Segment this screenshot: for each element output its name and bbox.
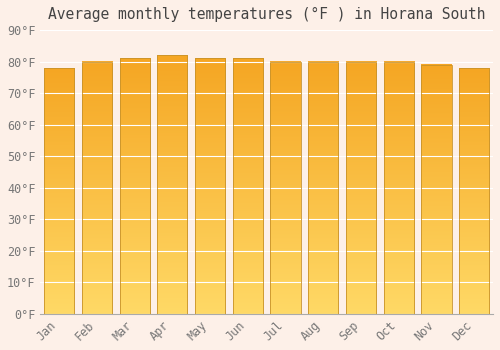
Title: Average monthly temperatures (°F ) in Horana South: Average monthly temperatures (°F ) in Ho…	[48, 7, 486, 22]
Bar	[44, 68, 74, 314]
Bar	[82, 62, 112, 314]
Bar	[384, 62, 414, 314]
Bar	[308, 62, 338, 314]
Bar	[270, 62, 300, 314]
Bar	[158, 55, 188, 314]
Bar	[195, 58, 225, 314]
Bar	[346, 62, 376, 314]
Bar	[232, 58, 263, 314]
Bar	[422, 65, 452, 314]
Bar	[459, 68, 490, 314]
Bar	[120, 58, 150, 314]
